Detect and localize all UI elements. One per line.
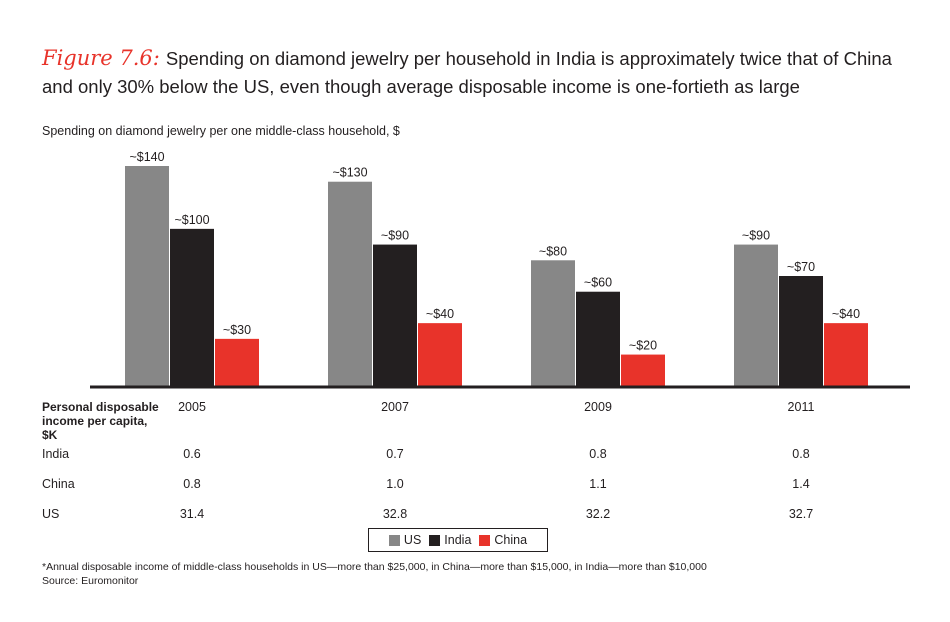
figure-title: Figure 7.6: Spending on diamond jewelry p… (42, 44, 922, 101)
table-row-label-china: China (42, 477, 75, 491)
legend-item-china: China (479, 533, 527, 547)
table-cell-india-2005: 0.6 (183, 447, 201, 461)
legend-item-us: US (388, 533, 422, 547)
bar-us-2011 (734, 244, 778, 386)
bar-label-us-2011: ~$90 (742, 229, 770, 243)
bar-india-2009 (576, 291, 620, 386)
table-cell-china-2009: 1.1 (589, 477, 607, 491)
figure-label: Figure 7.6: (42, 46, 160, 70)
bar-china-2009 (621, 354, 665, 386)
bar-label-china-2009: ~$20 (629, 339, 657, 353)
bar-label-china-2007: ~$40 (426, 307, 454, 321)
table-cell-india-2007: 0.7 (386, 447, 404, 461)
x-tick-2005: 2005 (178, 400, 206, 414)
table-cell-us-2011: 32.7 (788, 507, 814, 521)
legend-item-india: India (429, 533, 471, 547)
bar-label-us-2007: ~$130 (332, 166, 367, 180)
bar-label-us-2009: ~$80 (539, 244, 567, 258)
legend-label-india: India (444, 533, 472, 547)
table-cell-china-2007: 1.0 (386, 477, 404, 491)
footnote-note: *Annual disposable income of middle-clas… (42, 561, 707, 573)
table-header: Personal disposable income per capita, $… (42, 400, 159, 442)
legend-swatch-india (429, 534, 441, 546)
bar-india-2007 (373, 244, 417, 386)
footnote: *Annual disposable income of middle-clas… (42, 560, 707, 588)
legend: US India China (368, 528, 548, 552)
table-cell-india-2011: 0.8 (792, 447, 810, 461)
bar-label-india-2011: ~$70 (787, 260, 815, 274)
figure-title-text: Spending on diamond jewelry per househol… (42, 48, 892, 97)
table-row-label-india: India (42, 447, 70, 461)
table-cell-china-2011: 1.4 (792, 477, 810, 491)
bar-label-china-2011: ~$40 (832, 307, 860, 321)
footnote-source: Source: Euromonitor (42, 575, 139, 587)
legend-swatch-us (388, 534, 400, 546)
chart-subtitle: Spending on diamond jewelry per one midd… (42, 124, 400, 138)
table-row-label-us: US (42, 507, 60, 521)
x-tick-2007: 2007 (381, 400, 409, 414)
table-cell-us-2009: 32.2 (585, 507, 611, 521)
bar-label-india-2005: ~$100 (174, 213, 209, 227)
bar-china-2011 (824, 323, 868, 386)
bar-label-india-2007: ~$90 (381, 229, 409, 243)
bar-china-2007 (418, 323, 462, 386)
table-cell-china-2005: 0.8 (183, 477, 201, 491)
bar-us-2005 (125, 166, 169, 386)
table-cell-us-2005: 31.4 (179, 507, 205, 521)
x-tick-2011: 2011 (788, 400, 815, 414)
legend-swatch-china (479, 534, 491, 546)
bar-label-china-2005: ~$30 (223, 323, 251, 337)
bar-us-2007 (328, 181, 372, 386)
table-cell-us-2007: 32.8 (382, 507, 408, 521)
legend-label-china: China (494, 533, 528, 547)
bar-label-india-2009: ~$60 (584, 276, 612, 290)
bar-india-2005 (170, 228, 214, 386)
bar-us-2009 (531, 260, 575, 386)
bar-india-2011 (779, 276, 823, 386)
table-cell-india-2009: 0.8 (589, 447, 607, 461)
bar-china-2005 (215, 338, 259, 386)
bar-label-us-2005: ~$140 (129, 150, 164, 164)
x-tick-2009: 2009 (584, 400, 612, 414)
legend-label-us: US (403, 533, 422, 547)
